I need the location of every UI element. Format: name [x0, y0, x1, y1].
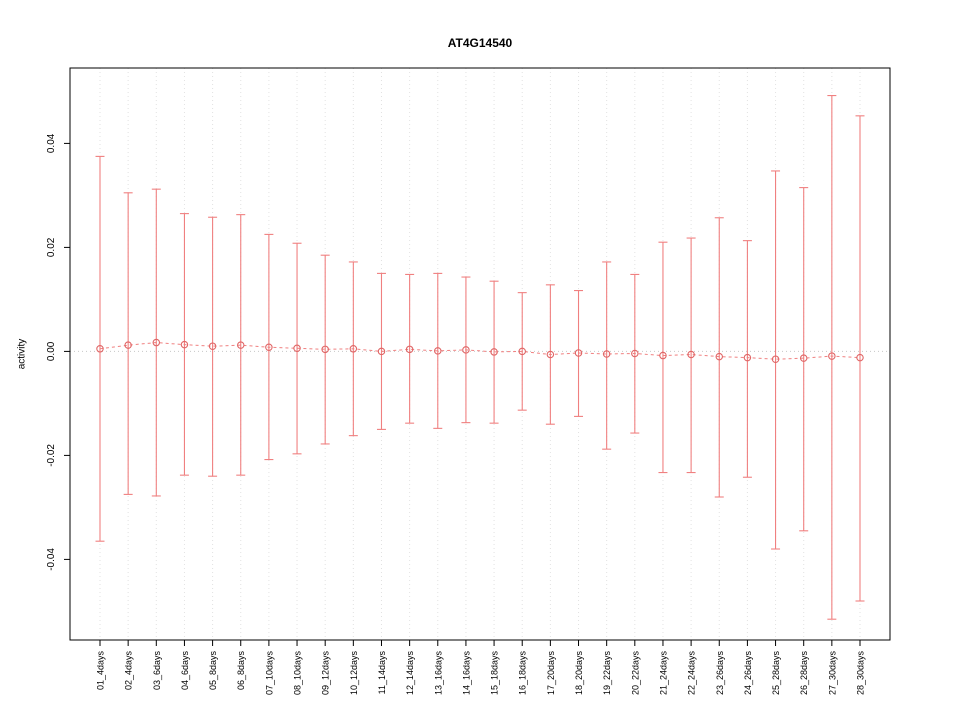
svg-text:26_28days: 26_28days: [799, 651, 809, 696]
svg-text:14_16days: 14_16days: [461, 651, 471, 696]
chart-title: AT4G14540: [447, 36, 513, 50]
svg-text:0.02: 0.02: [46, 237, 57, 257]
svg-text:12_14days: 12_14days: [405, 651, 415, 696]
svg-text:18_20days: 18_20days: [574, 651, 584, 696]
svg-text:25_28days: 25_28days: [771, 651, 781, 696]
svg-text:17_20days: 17_20days: [546, 651, 556, 696]
svg-text:20_22days: 20_22days: [630, 651, 640, 696]
svg-text:28_30days: 28_30days: [856, 651, 866, 696]
svg-text:01_4days: 01_4days: [96, 651, 106, 691]
svg-text:13_16days: 13_16days: [433, 651, 443, 696]
svg-text:02_4days: 02_4days: [124, 651, 134, 691]
svg-text:08_10days: 08_10days: [293, 651, 303, 696]
svg-text:11_14days: 11_14days: [377, 651, 387, 695]
svg-text:05_8days: 05_8days: [208, 651, 218, 691]
svg-text:27_30days: 27_30days: [827, 651, 837, 696]
svg-text:19_22days: 19_22days: [602, 651, 612, 696]
svg-text:24_26days: 24_26days: [743, 651, 753, 696]
svg-text:15_18days: 15_18days: [490, 651, 500, 696]
svg-text:21_24days: 21_24days: [658, 651, 668, 696]
svg-text:22_24days: 22_24days: [687, 651, 697, 696]
svg-text:-0.04: -0.04: [46, 548, 57, 571]
svg-text:03_6days: 03_6days: [152, 651, 162, 691]
svg-text:07_10days: 07_10days: [264, 651, 274, 696]
svg-text:0.00: 0.00: [46, 341, 57, 361]
svg-text:10_12days: 10_12days: [349, 651, 359, 696]
svg-text:23_26days: 23_26days: [715, 651, 725, 696]
svg-text:09_12days: 09_12days: [321, 651, 331, 696]
svg-text:06_8days: 06_8days: [236, 651, 246, 691]
svg-text:04_6days: 04_6days: [180, 651, 190, 691]
svg-text:0.04: 0.04: [46, 133, 57, 153]
svg-text:16_18days: 16_18days: [518, 651, 528, 696]
svg-text:-0.02: -0.02: [46, 444, 57, 467]
